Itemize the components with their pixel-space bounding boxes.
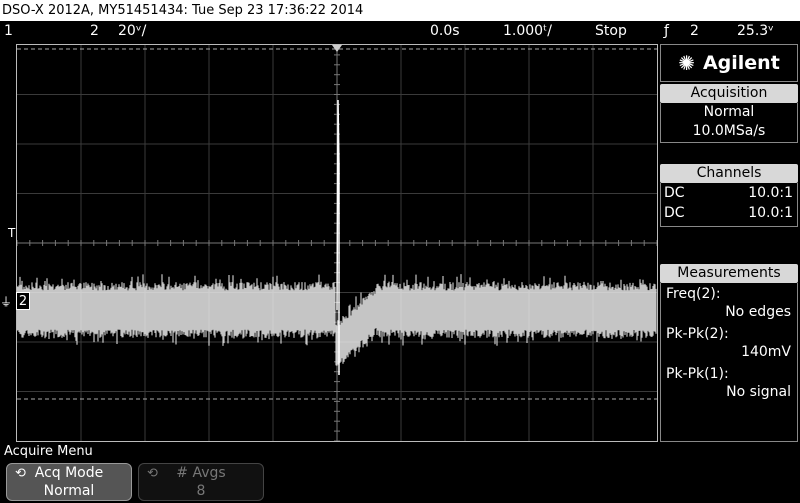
acquisition-header[interactable]: Acquisition — [660, 84, 798, 103]
agilent-spark-icon: ✺ — [678, 51, 695, 75]
channels-panel: DC 10.0:1 DC 10.0:1 — [660, 183, 798, 227]
brand-logo: ✺ Agilent — [660, 44, 798, 82]
acq-mode-softkey[interactable]: ⟲ Acq Mode Normal — [6, 463, 132, 501]
meas-value-pkpk2: 140mV — [741, 344, 791, 360]
menu-title: Acquire Menu — [4, 444, 93, 459]
ch1-probe: 10.0:1 — [748, 185, 793, 201]
run-state: Stop — [595, 23, 627, 39]
measurements-panel: Freq(2): No edges Pk-Pk(2): 140mV Pk-Pk(… — [660, 283, 798, 442]
acq-mode-label: Acq Mode — [34, 465, 104, 481]
brand-name: Agilent — [702, 52, 780, 74]
info-sidebar: ✺ Agilent Acquisition Normal 10.0MSa/s C… — [660, 44, 800, 442]
trigger-level: 25.3ᵛ — [737, 23, 775, 39]
acquisition-panel: Normal 10.0MSa/s — [660, 103, 798, 143]
meas-label-freq2: Freq(2): — [666, 286, 721, 302]
status-bar: 1 2 20ᵛ/ 0.0s 1.000ᵗ/ Stop ƒ 2 25.3ᵛ — [0, 21, 800, 41]
ch2-coupling: DC — [664, 205, 685, 221]
meas-value-pkpk1: No signal — [726, 384, 791, 400]
ch2-indicator[interactable]: 2 — [90, 23, 99, 39]
sample-rate: 10.0MSa/s — [692, 123, 766, 139]
trigger-channel: 2 — [690, 23, 699, 39]
averages-softkey[interactable]: ⟲ # Avgs 8 — [138, 463, 264, 501]
ground-icon: ⏚ — [0, 295, 13, 309]
waveform-display[interactable] — [16, 44, 658, 442]
ch1-coupling: DC — [664, 185, 685, 201]
meas-label-pkpk1: Pk-Pk(1): — [666, 366, 729, 382]
time-position: 0.0s — [430, 23, 460, 39]
acq-mode-value: Normal — [703, 104, 755, 120]
rotate-knob-icon: ⟲ — [15, 466, 26, 481]
meas-label-pkpk2: Pk-Pk(2): — [666, 326, 729, 342]
ch2-marker[interactable]: 2 — [16, 292, 30, 310]
spike-trace — [336, 99, 340, 375]
measurements-header[interactable]: Measurements — [660, 264, 798, 283]
trigger-level-marker: T — [8, 226, 16, 240]
channels-header[interactable]: Channels — [660, 164, 798, 183]
trigger-position-marker — [332, 45, 342, 52]
averages-label: # Avgs — [176, 465, 226, 481]
ch2-probe: 10.0:1 — [748, 205, 793, 221]
ch2-scale: 20ᵛ/ — [118, 23, 147, 39]
acq-mode-value: Normal — [43, 483, 95, 499]
ch1-indicator[interactable]: 1 — [4, 23, 13, 39]
title-bar: DSO-X 2012A, MY51451434: Tue Sep 23 17:3… — [0, 0, 800, 21]
averages-value: 8 — [196, 483, 206, 499]
rotate-knob-icon: ⟲ — [147, 466, 158, 481]
meas-value-freq2: No edges — [725, 304, 791, 320]
trigger-icon: ƒ — [664, 23, 669, 39]
noise-trace — [17, 274, 657, 366]
waveform-graticule — [17, 45, 657, 441]
time-scale: 1.000ᵗ/ — [503, 23, 552, 39]
